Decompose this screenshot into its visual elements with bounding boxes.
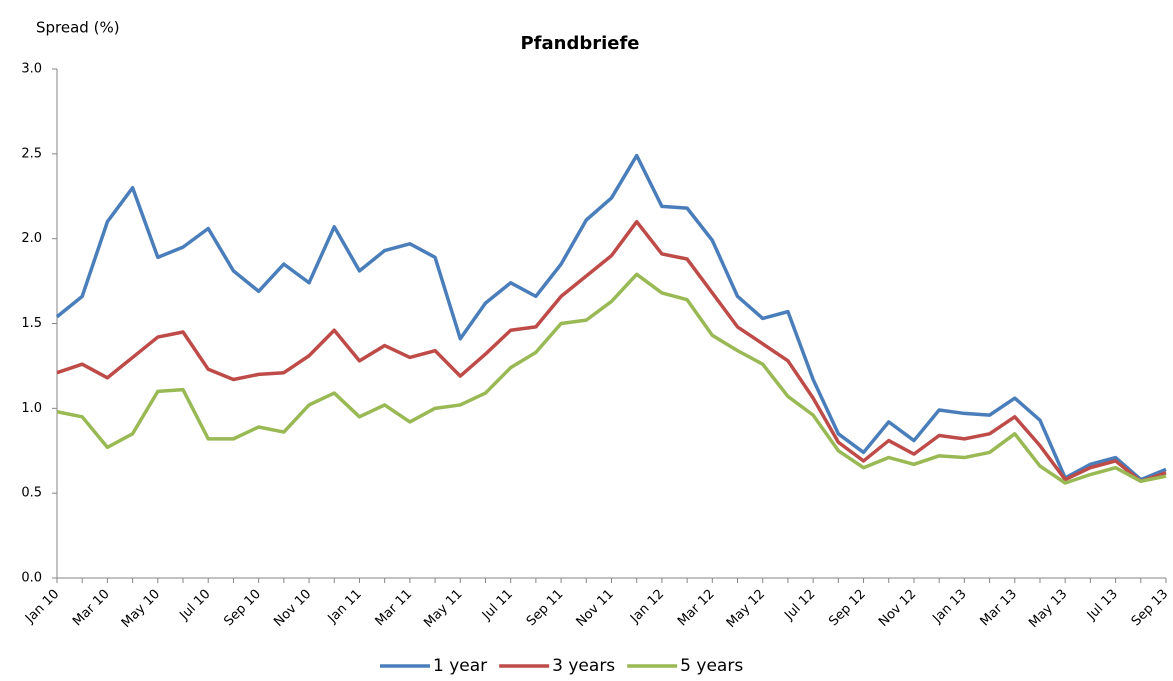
x-tick-label: May 12 [724, 587, 768, 631]
x-tick-label: May 11 [421, 587, 465, 631]
x-tick-label: Jul 10 [177, 587, 214, 624]
y-tick-label: 2.5 [21, 146, 42, 161]
legend-label: 1 year [433, 656, 487, 676]
y-tick-label: 0.0 [21, 571, 42, 586]
legend-label: 3 years [552, 656, 615, 676]
x-tick-label: Jul 11 [479, 587, 516, 624]
x-tick-label: Sep 13 [1129, 587, 1172, 630]
x-tick-label: Sep 10 [221, 587, 264, 630]
x-tick-label: Sep 11 [524, 587, 567, 630]
x-tick-label: May 10 [119, 587, 163, 631]
y-tick-label: 0.5 [21, 486, 42, 501]
y-tick-label: 1.0 [21, 401, 42, 416]
x-tick-label: Mar 13 [978, 587, 1021, 630]
x-tick-label: Nov 10 [271, 587, 314, 630]
y-tick-label: 2.0 [21, 231, 42, 246]
x-tick-label: Jul 13 [1084, 587, 1121, 624]
y-tick-label: 1.5 [21, 316, 42, 331]
x-tick-label: Nov 11 [574, 587, 617, 630]
x-tick-label: Mar 11 [373, 587, 416, 630]
chart-title: Pfandbriefe [520, 33, 639, 54]
x-tick-label: Jan 11 [325, 587, 365, 627]
x-tick-label: Nov 12 [876, 587, 919, 630]
y-tick-label: 3.0 [21, 62, 42, 77]
x-tick-label: Jan 12 [627, 587, 667, 627]
series-line [56, 219, 1167, 484]
x-tick-label: Sep 12 [826, 587, 869, 630]
x-tick-label: Jan 13 [930, 587, 970, 627]
legend-label: 5 years [680, 656, 743, 676]
series-line [55, 153, 1167, 482]
x-tick-label: Mar 12 [675, 587, 718, 630]
y-axis-label: Spread (%) [36, 19, 120, 37]
x-tick-label: Jul 12 [781, 587, 818, 624]
series-line [56, 272, 1167, 485]
x-tick-label: Jan 10 [22, 587, 62, 627]
x-tick-label: May 13 [1026, 587, 1070, 631]
x-tick-label: Mar 10 [70, 587, 113, 630]
